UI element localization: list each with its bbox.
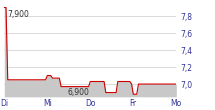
Text: Fr: Fr [130,99,137,108]
Text: Do: Do [85,99,95,108]
Text: Di: Di [0,99,8,108]
Text: Mo: Mo [171,99,182,108]
Text: 7,900: 7,900 [8,10,30,19]
Text: Mi: Mi [43,99,52,108]
Text: 6,900: 6,900 [68,88,90,97]
